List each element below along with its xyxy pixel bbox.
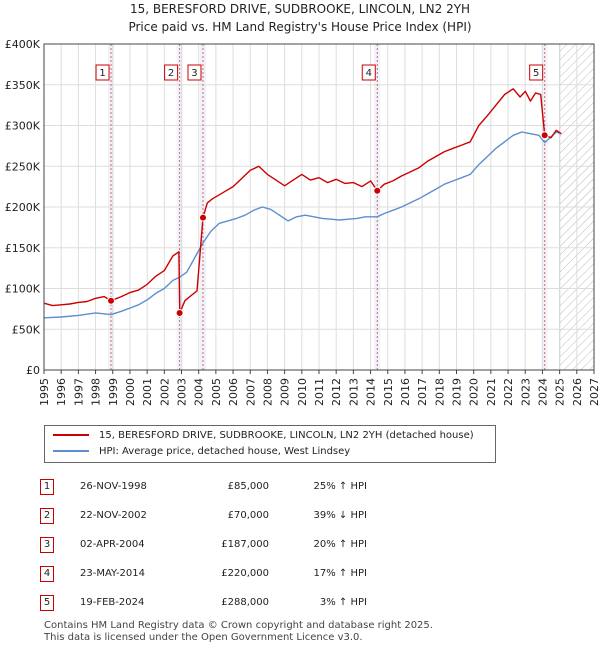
x-tick-label: 2017 — [416, 378, 429, 406]
sale-hpi-diff: 3% ↑ HPI — [319, 597, 367, 608]
y-tick-label: £400K — [5, 38, 41, 51]
sale-point — [373, 186, 382, 195]
footer-copyright: Contains HM Land Registry data © Crown c… — [44, 620, 433, 631]
sale-price: £288,000 — [221, 597, 269, 608]
sale-number-label: 4 — [366, 68, 372, 79]
sale-number-box — [529, 64, 544, 81]
y-tick-label: £200K — [5, 201, 41, 214]
x-tick-label: 1997 — [72, 378, 85, 406]
x-tick-label: 2018 — [433, 378, 446, 406]
table-row: 2 22-NOV-2002 £70,000 39% ↓ HPI — [40, 501, 367, 530]
y-tick-label: £0 — [26, 364, 40, 377]
footer-license: This data is licensed under the Open Gov… — [44, 632, 363, 643]
sale-number-box — [164, 64, 179, 81]
table-row: 3 02-APR-2004 £187,000 20% ↑ HPI — [40, 530, 367, 559]
x-tick-label: 2024 — [536, 378, 549, 406]
x-tick-label: 2006 — [227, 378, 240, 406]
sale-price: £187,000 — [221, 539, 269, 550]
x-tick-label: 2012 — [330, 378, 343, 406]
sale-date: 02-APR-2004 — [80, 539, 145, 550]
x-tick-label: 2009 — [279, 378, 292, 406]
x-tick-label: 2008 — [261, 378, 274, 406]
legend-swatch-hpi — [53, 450, 89, 452]
hpi-line — [43, 131, 562, 319]
x-tick-label: 2011 — [313, 378, 326, 406]
sale-number-badge: 2 — [40, 507, 54, 524]
sale-number-label: 1 — [99, 68, 105, 79]
sale-number-label: 2 — [168, 68, 174, 79]
table-row: 5 19-FEB-2024 £288,000 3% ↑ HPI — [40, 588, 367, 617]
price-chart: £0 £50K £100K £150K £200K £250K £300K £350K £400… — [5, 38, 600, 406]
sale-number-label: 3 — [191, 68, 197, 79]
table-row: 1 26-NOV-1998 £85,000 25% ↑ HPI — [40, 472, 367, 501]
x-tick-label: 2027 — [588, 378, 600, 406]
x-tick-label: 2010 — [296, 378, 309, 406]
y-tick-label: £350K — [5, 79, 41, 92]
table-row: 4 23-MAY-2014 £220,000 17% ↑ HPI — [40, 559, 367, 588]
x-tick-label: 2016 — [399, 378, 412, 406]
sale-number-badge: 1 — [40, 478, 54, 495]
legend-item-property: 15, BERESFORD DRIVE, SUDBROOKE, LINCOLN,… — [53, 428, 474, 444]
x-tick-label: 2020 — [468, 378, 481, 406]
x-tick-label: 2001 — [141, 378, 154, 406]
x-tick-label: 1995 — [38, 378, 51, 406]
x-tick-label: 2007 — [244, 378, 257, 406]
sale-date: 23-MAY-2014 — [80, 568, 146, 579]
legend-label-hpi: HPI: Average price, detached house, West… — [99, 446, 351, 457]
y-tick-label: £100K — [5, 283, 41, 296]
x-tick-label: 2021 — [485, 378, 498, 406]
sale-number-label: 5 — [533, 68, 539, 79]
sale-point — [540, 131, 549, 140]
sale-hpi-diff: 17% ↑ HPI — [313, 568, 367, 579]
x-tick-label: 2002 — [158, 378, 171, 406]
sale-hpi-diff: 39% ↓ HPI — [313, 510, 367, 521]
x-tick-label: 2005 — [210, 378, 223, 406]
sale-price: £70,000 — [227, 510, 269, 521]
sale-hpi-diff: 25% ↑ HPI — [313, 481, 367, 492]
sale-number-badge: 5 — [40, 594, 54, 611]
sale-point — [107, 296, 116, 305]
x-tick-label: 2023 — [519, 378, 532, 406]
y-tick-label: £250K — [5, 160, 41, 173]
x-tick-label: 2015 — [382, 378, 395, 406]
sale-price: £85,000 — [227, 481, 269, 492]
sale-date: 19-FEB-2024 — [80, 597, 145, 608]
sale-number-box — [187, 64, 202, 81]
x-tick-label: 2004 — [193, 378, 206, 406]
x-tick-label: 1996 — [55, 378, 68, 406]
x-tick-label: 2022 — [502, 378, 515, 406]
plot-border — [43, 43, 595, 371]
x-tick-label: 2003 — [176, 378, 189, 406]
legend-item-hpi: HPI: Average price, detached house, West… — [53, 444, 350, 460]
property-price-line — [43, 88, 562, 314]
sale-date: 22-NOV-2002 — [80, 510, 147, 521]
y-tick-label: £150K — [5, 242, 41, 255]
x-tick-label: 1999 — [107, 378, 120, 406]
x-tick-label: 2025 — [554, 378, 567, 406]
chart-title: 15, BERESFORD DRIVE, SUDBROOKE, LINCOLN,… — [129, 2, 471, 16]
legend-label-property: 15, BERESFORD DRIVE, SUDBROOKE, LINCOLN,… — [99, 430, 474, 441]
legend-swatch-property — [53, 434, 89, 436]
x-tick-label: 2019 — [451, 378, 464, 406]
x-tick-label: 1998 — [90, 378, 103, 406]
sale-date: 26-NOV-1998 — [80, 481, 147, 492]
sale-point — [175, 308, 184, 317]
sale-number-box — [361, 64, 376, 81]
sale-number-box — [95, 64, 110, 81]
y-tick-label: £300K — [5, 120, 41, 133]
x-tick-label: 2000 — [124, 378, 137, 406]
sale-hpi-diff: 20% ↑ HPI — [313, 539, 367, 550]
chart-subtitle: Price paid vs. HM Land Registry's House … — [128, 20, 472, 34]
x-tick-label: 2014 — [365, 378, 378, 406]
y-tick-label: £50K — [12, 323, 41, 336]
chart-legend: 15, BERESFORD DRIVE, SUDBROOKE, LINCOLN,… — [44, 425, 496, 463]
sales-table: 1 26-NOV-1998 £85,000 25% ↑ HPI 2 22-NOV… — [40, 472, 367, 617]
x-tick-label: 2026 — [571, 378, 584, 406]
x-tick-label: 2013 — [347, 378, 360, 406]
sale-number-badge: 3 — [40, 536, 54, 553]
sale-number-badge: 4 — [40, 565, 54, 582]
sale-price: £220,000 — [221, 568, 269, 579]
sale-point — [198, 213, 207, 222]
